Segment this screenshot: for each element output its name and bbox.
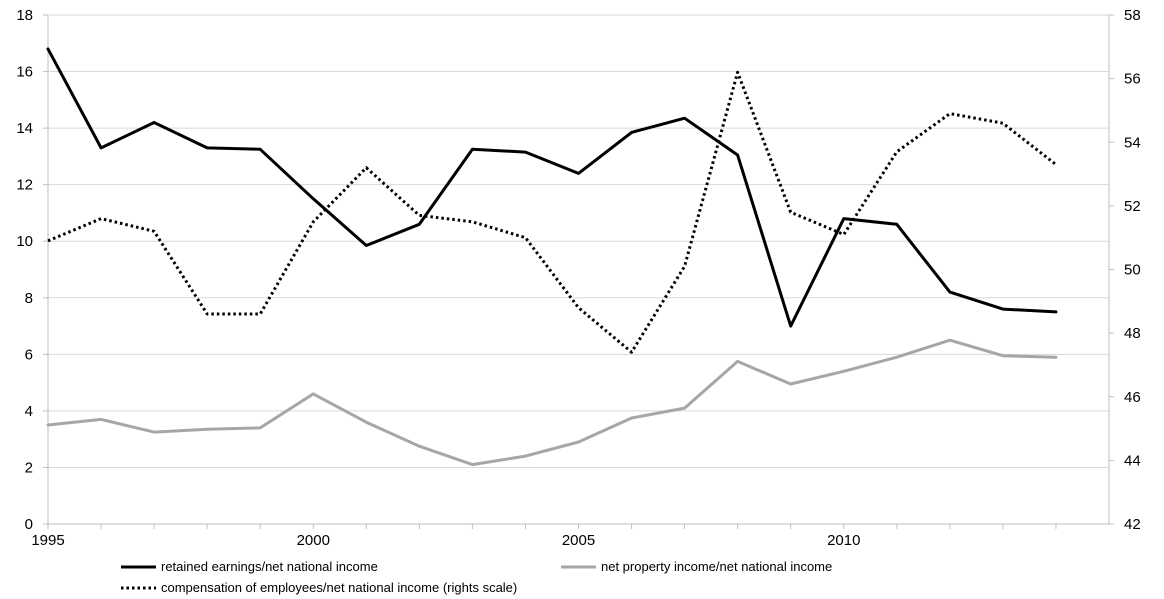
left-y-tick-label: 14 (16, 120, 33, 137)
right-y-axis-ticks: 42 44 46 48 50 52 54 56 58 (1124, 7, 1141, 533)
legend: retained earnings/net national income net… (121, 559, 832, 595)
x-tick-label: 2010 (827, 532, 860, 549)
left-y-tick-label: 16 (16, 64, 33, 81)
x-tick-label: 2000 (297, 532, 330, 549)
left-y-tick-label: 8 (25, 290, 33, 307)
left-y-tick-label: 4 (25, 403, 33, 420)
series-line-3 (47, 70, 1057, 354)
right-y-tick-label: 58 (1124, 7, 1141, 24)
right-y-tick-label: 56 (1124, 71, 1141, 88)
x-tick-label: 2005 (562, 532, 595, 549)
left-y-tick-label: 18 (16, 7, 33, 24)
series-line-1 (46, 47, 1058, 328)
axes (43, 14, 1114, 529)
right-y-tick-label: 52 (1124, 198, 1141, 215)
series-layer (46, 47, 1058, 467)
left-y-tick-label: 6 (25, 346, 33, 363)
legend-label-1: retained earnings/net national income (161, 559, 378, 574)
gridlines (48, 14, 1109, 468)
right-y-tick-label: 44 (1124, 452, 1141, 469)
left-y-tick-label: 12 (16, 177, 33, 194)
right-y-tick-label: 48 (1124, 325, 1141, 342)
right-y-tick-label: 54 (1124, 134, 1141, 151)
left-y-tick-label: 2 (25, 459, 33, 476)
right-y-tick-label: 46 (1124, 389, 1141, 406)
series-line-2 (46, 338, 1058, 467)
left-y-tick-label: 10 (16, 233, 33, 250)
right-y-tick-label: 50 (1124, 262, 1141, 279)
x-axis-ticks: 1995 2000 2005 2010 (31, 532, 860, 549)
x-tick-label: 1995 (31, 532, 64, 549)
legend-label-2: net property income/net national income (601, 559, 832, 574)
right-y-tick-label: 42 (1124, 516, 1141, 533)
legend-label-3: compensation of employees/net national i… (161, 580, 517, 595)
left-y-axis-ticks: 0 2 4 6 8 10 12 14 16 18 (16, 7, 33, 533)
left-y-tick-label: 0 (25, 516, 33, 533)
